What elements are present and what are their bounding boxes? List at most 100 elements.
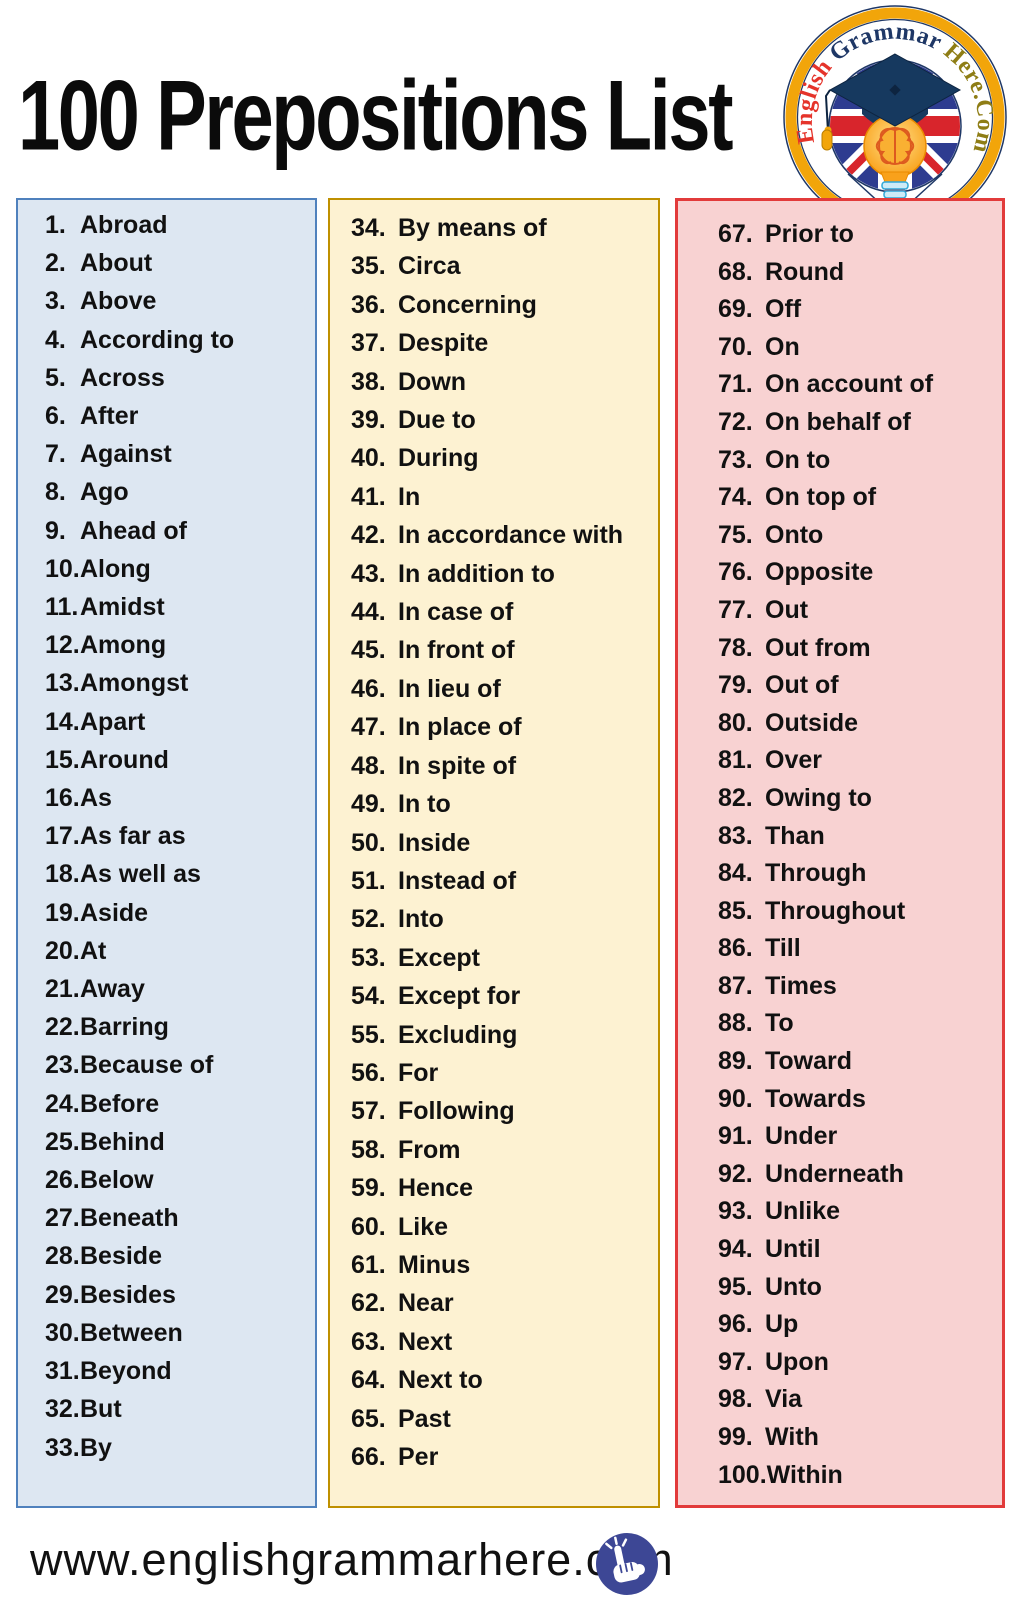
item-word: Concerning [398, 290, 537, 319]
item-number: 17. [45, 822, 80, 851]
item-number: 14. [45, 707, 80, 736]
item-number: 73. [718, 445, 753, 474]
item-number: 93. [718, 1197, 753, 1226]
item-number: 97. [718, 1347, 753, 1376]
list-item: 84. Through [678, 855, 1002, 893]
item-number: 53. [351, 943, 386, 972]
list-item: 47. In place of [330, 708, 658, 746]
list-item: 95. Unto [678, 1269, 1002, 1307]
item-number: 22. [45, 1013, 80, 1042]
item-number: 81. [718, 746, 753, 775]
column-2-bymeansof-to-per: 34. By means of 35. Circa 36. Concerning 37… [328, 198, 660, 1508]
list-item: 79. Out of [678, 667, 1002, 705]
item-word: Unlike [765, 1197, 841, 1226]
item-word: Due to [398, 406, 476, 435]
list-item: 57. Following [330, 1092, 658, 1130]
list-item: 49. In to [330, 785, 658, 823]
item-number: 99. [718, 1423, 753, 1451]
item-word: By means of [398, 214, 547, 242]
item-word: Except for [398, 982, 521, 1011]
item-number: 89. [718, 1047, 753, 1076]
list-item: 88. To [678, 1005, 1002, 1043]
list-item: 72. On behalf of [678, 404, 1002, 442]
item-number: 28. [45, 1242, 80, 1271]
item-number: 1. [45, 211, 66, 239]
item-number: 83. [718, 821, 753, 850]
item-number: 61. [351, 1250, 386, 1279]
item-word: Circa [398, 252, 461, 281]
item-word: Across [80, 363, 165, 392]
item-number: 68. [718, 257, 753, 286]
item-word: About [80, 249, 153, 278]
item-number: 90. [718, 1084, 753, 1113]
brand-logo: English Grammar Here.Com [782, 4, 1008, 230]
item-word: As well as [80, 860, 201, 889]
list-item: 11.Amidst [18, 588, 315, 626]
item-word: In [398, 482, 421, 511]
list-item: 36. Concerning [330, 286, 658, 324]
item-word: Prior to [765, 220, 854, 248]
item-number: 72. [718, 407, 753, 436]
item-number: 26. [45, 1166, 80, 1195]
list-item: 85. Throughout [678, 893, 1002, 931]
item-word: Like [398, 1212, 449, 1241]
item-number: 18. [45, 860, 80, 889]
item-word: By [80, 1433, 112, 1462]
list-item: 39. Due to [330, 401, 658, 439]
item-word: In lieu of [398, 674, 501, 703]
item-word: Until [765, 1235, 821, 1264]
item-number: 71. [718, 370, 753, 399]
list-item: 46. In lieu of [330, 670, 658, 708]
item-number: 88. [718, 1009, 753, 1038]
item-number: 38. [351, 367, 386, 396]
list-item: 75. Onto [678, 517, 1002, 555]
list-item: 76. Opposite [678, 554, 1002, 592]
list-item: 30.Between [18, 1314, 315, 1352]
item-word: Next [398, 1327, 453, 1356]
item-word: Out from [765, 633, 871, 662]
item-number: 76. [718, 558, 753, 587]
item-number: 87. [718, 971, 753, 1000]
item-number: 8. [45, 478, 66, 507]
list-item: 34. By means of [330, 209, 658, 247]
item-word: In spite of [398, 751, 517, 780]
item-number: 58. [351, 1135, 386, 1164]
list-item: 83. Than [678, 818, 1002, 856]
item-word: For [398, 1058, 439, 1087]
item-number: 65. [351, 1404, 386, 1433]
item-number: 27. [45, 1204, 80, 1233]
column-1-abroad-to-by: 1. Abroad 2. About 3. Above 4. According to … [16, 198, 317, 1508]
list-item: 10.Along [18, 550, 315, 588]
list-item: 7. Against [18, 435, 315, 473]
list-item: 18.As well as [18, 855, 315, 893]
item-word: On account of [765, 370, 934, 399]
item-word: Amongst [80, 669, 189, 698]
item-number: 36. [351, 290, 386, 319]
preposition-list-2: 34. By means of 35. Circa 36. Concerning 37… [330, 200, 658, 1476]
item-word: Opposite [765, 558, 874, 587]
item-number: 39. [351, 406, 386, 435]
item-word: Till [765, 934, 801, 963]
item-number: 74. [718, 483, 753, 512]
item-word: Upon [765, 1347, 829, 1376]
item-number: 13. [45, 669, 80, 698]
list-item: 9. Ahead of [18, 512, 315, 550]
item-word: Beneath [80, 1204, 179, 1233]
item-word: Before [80, 1089, 160, 1118]
list-item: 3. Above [18, 282, 315, 320]
item-word: At [80, 936, 107, 965]
list-item: 93. Unlike [678, 1193, 1002, 1231]
list-item: 100.Within [678, 1457, 1002, 1495]
item-word: On top of [765, 483, 877, 512]
item-number: 12. [45, 631, 80, 660]
item-number: 51. [351, 866, 386, 895]
item-number: 9. [45, 516, 66, 545]
item-number: 79. [718, 671, 753, 700]
list-item: 28.Beside [18, 1237, 315, 1275]
list-item: 25.Behind [18, 1123, 315, 1161]
item-word: Out of [765, 671, 839, 700]
item-number: 66. [351, 1443, 386, 1471]
list-item: 45. In front of [330, 631, 658, 669]
list-item: 73. On to [678, 442, 1002, 480]
item-number: 6. [45, 402, 66, 431]
